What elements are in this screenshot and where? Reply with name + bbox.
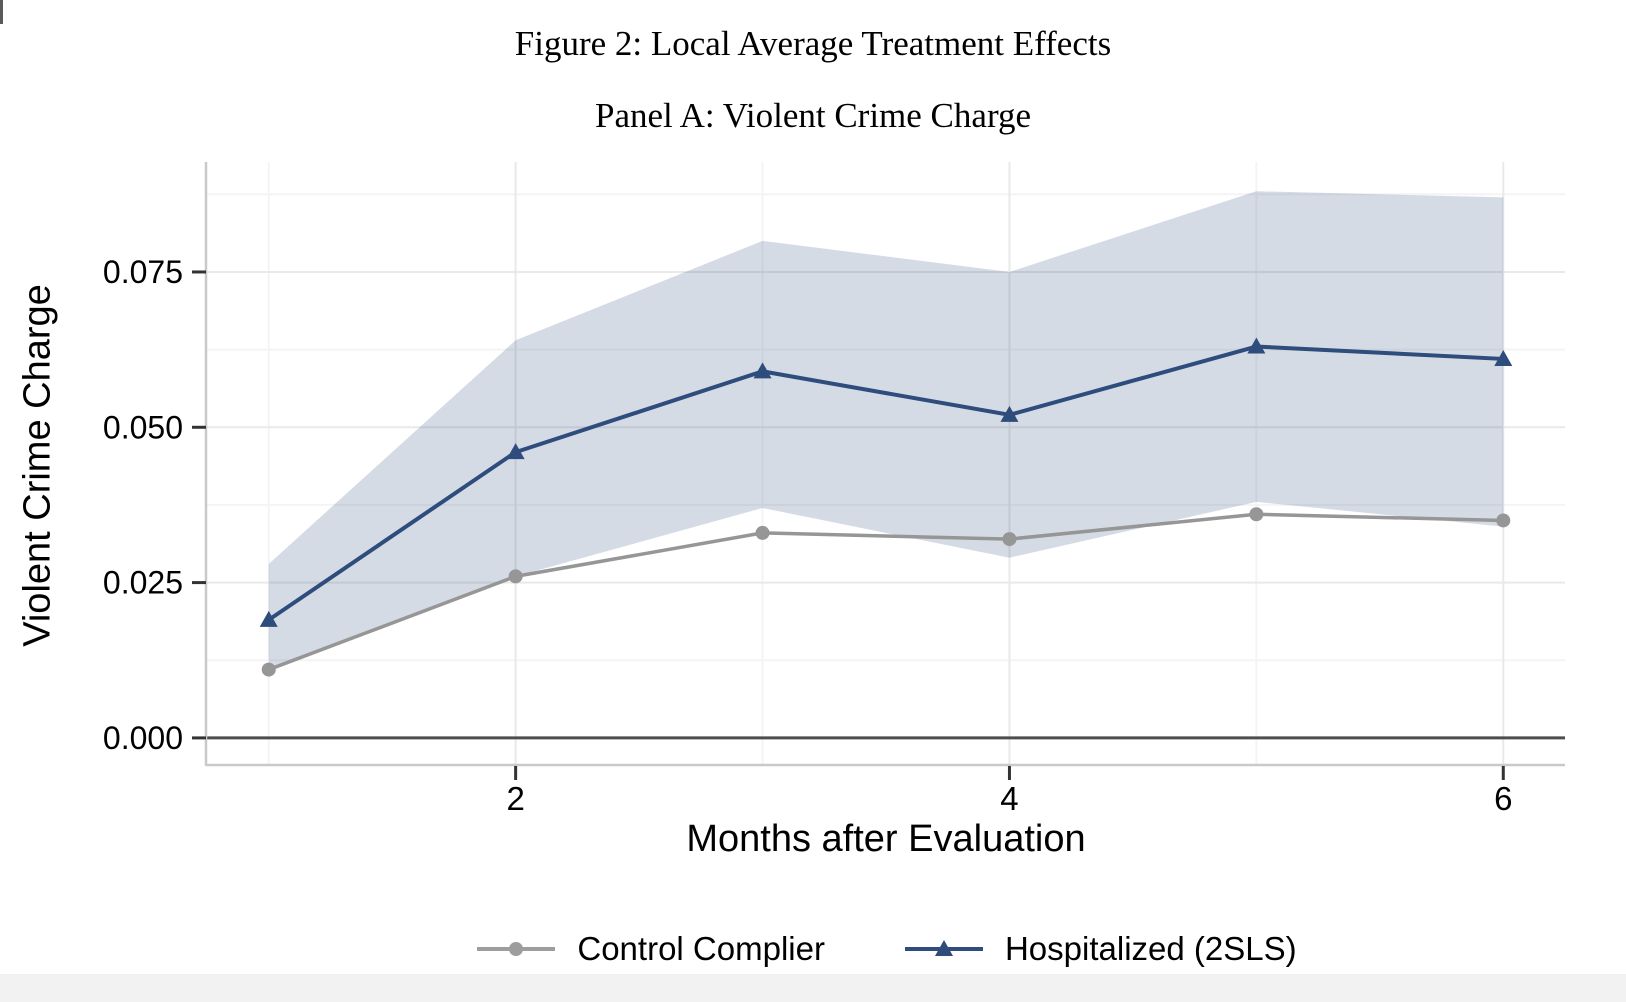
- figure-title: Figure 2: Local Average Treatment Effect…: [514, 24, 1112, 63]
- series-line-triangle: [267, 344, 1504, 622]
- x-tick-label: 2: [506, 780, 524, 817]
- circle-line-key-icon: [477, 942, 556, 956]
- data-point-triangle: [259, 610, 278, 627]
- window-edge-artifact: [0, 0, 3, 24]
- y-tick-label: 0.075: [103, 254, 183, 290]
- data-point-circle: [1249, 507, 1264, 522]
- data-point-circle: [508, 569, 523, 584]
- data-point-triangle: [753, 362, 772, 379]
- data-point-triangle: [1494, 349, 1513, 366]
- y-tick-label: 0.000: [103, 720, 183, 756]
- footer-strip: [0, 974, 1626, 1002]
- panel-title: Panel A: Violent Crime Charge: [595, 96, 1031, 135]
- data-point-circle: [1496, 513, 1511, 528]
- series-line-circle: [268, 512, 1504, 672]
- y-axis-title: Violent Crime Charge: [16, 284, 59, 647]
- x-tick-label: 6: [1494, 780, 1512, 817]
- y-tick-label: 0.050: [103, 409, 183, 445]
- x-tick-label: 4: [1000, 780, 1018, 817]
- data-point-triangle: [506, 443, 525, 460]
- legend: Control Complier Hospitalized (2SLS): [207, 924, 1565, 974]
- y-tick-label: 0.025: [103, 565, 183, 601]
- legend-item-control-complier: Control Complier: [475, 930, 825, 968]
- triangle-line-key-icon: [904, 940, 983, 956]
- x-axis-title: Months after Evaluation: [686, 818, 1086, 860]
- data-point-circle: [755, 525, 770, 540]
- legend-label-hospitalized: Hospitalized (2SLS): [1004, 930, 1297, 967]
- data-point-circle: [1002, 532, 1017, 547]
- legend-label-control-complier: Control Complier: [577, 930, 825, 967]
- confidence-band: [268, 191, 1504, 670]
- data-point-triangle: [1000, 405, 1019, 422]
- data-point-triangle: [1247, 337, 1266, 354]
- legend-item-hospitalized: Hospitalized (2SLS): [903, 930, 1297, 968]
- data-point-circle: [261, 662, 276, 677]
